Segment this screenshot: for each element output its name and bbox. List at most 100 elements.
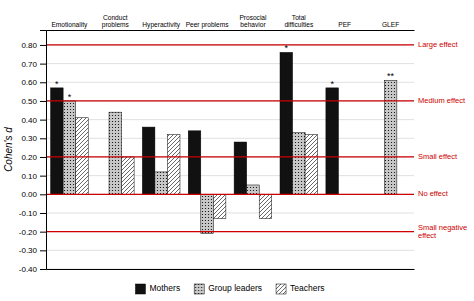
x-tick-label: Totaldifficulties: [284, 14, 313, 28]
y-tick: 0.50: [21, 97, 46, 106]
y-tick: -0.30: [19, 246, 46, 255]
bar: [167, 135, 180, 195]
grid-line: [46, 194, 414, 195]
bar: [213, 194, 226, 218]
annotation: *: [55, 79, 59, 89]
y-tick: -0.10: [19, 209, 46, 218]
y-tick-label: -0.40: [19, 265, 38, 274]
x-axis-bottom: [47, 269, 415, 270]
bar: [280, 52, 293, 194]
y-tick: 0.00: [21, 190, 46, 199]
x-tick-label: PEF: [338, 21, 351, 28]
y-tick-mark: [40, 176, 46, 177]
x-tick: Emotionality: [51, 21, 88, 29]
reference-label: Medium effect: [418, 96, 466, 105]
legend-label: Mothers: [149, 283, 180, 293]
legend-label: Teachers: [290, 283, 325, 293]
y-tick-mark: [40, 250, 46, 251]
y-tick-mark: [40, 45, 46, 46]
grid-line: [46, 269, 414, 270]
y-tick: -0.40: [19, 265, 46, 274]
legend-item: Mothers: [135, 283, 180, 294]
bar: [142, 127, 155, 194]
x-tick-label: Conductproblems: [102, 14, 130, 29]
y-tick-mark: [40, 194, 46, 195]
y-tick: 0.10: [21, 172, 46, 181]
reference-line: [46, 194, 414, 195]
bar: [109, 112, 122, 194]
y-tick: 0.40: [21, 116, 46, 125]
reference-line: [46, 231, 414, 232]
reference-line: [46, 44, 414, 45]
y-tick-mark: [40, 64, 46, 65]
reference-label: No effect: [418, 189, 449, 198]
y-tick-label: 0.20: [21, 153, 37, 162]
x-tick: Conductproblems: [102, 14, 130, 29]
bar: [234, 142, 247, 194]
x-tick-label: Emotionality: [51, 21, 88, 29]
grid-line: [46, 100, 414, 101]
y-tick-label: -0.10: [19, 209, 38, 218]
bar: [293, 133, 306, 195]
grid-line: [46, 138, 414, 139]
x-tick-label: Prosocialbehavior: [239, 14, 267, 28]
x-axis: Emotionality Conductproblems Hyperactivity…: [47, 14, 415, 31]
legend-swatch: [276, 284, 286, 294]
y-tick: 0.30: [21, 134, 46, 143]
y-tick: 0.70: [21, 60, 46, 69]
y-tick-label: 0.10: [21, 172, 37, 181]
reference-line: [46, 100, 414, 101]
y-axis-title: Cohen's d: [3, 127, 14, 172]
x-tick: Totaldifficulties: [284, 14, 313, 28]
x-tick: PEF: [338, 21, 351, 28]
bar: [201, 194, 214, 233]
x-axis-line: [47, 269, 415, 270]
y-tick-label: -0.20: [19, 228, 38, 237]
y-axis-line: [40, 31, 47, 270]
y-tick-mark: [40, 232, 46, 233]
legend-item: Teachers: [276, 283, 325, 294]
y-tick-label: 0.30: [21, 134, 37, 143]
y-tick-label: 0.60: [21, 78, 37, 87]
grid-line: [46, 231, 414, 232]
y-tick-label: 0.00: [21, 190, 37, 199]
y-tick: 0.20: [21, 153, 46, 162]
bar: [155, 172, 168, 194]
x-tick: Peer problems: [186, 21, 229, 29]
annotation: **: [387, 71, 395, 81]
y-axis: -0.40 -0.30 -0.20 -0.10 0.00 0.10 0.20 0.30 0.40…: [19, 31, 47, 275]
y-tick-label: -0.30: [19, 246, 38, 255]
annotation: *: [68, 92, 72, 102]
chart: -0.40 -0.30 -0.20 -0.10 0.00 0.10 0.20 0.30 0.40…: [0, 0, 474, 301]
y-tick: 0.60: [21, 78, 46, 87]
grid-line: [46, 44, 414, 45]
reference-label: Small effect: [418, 152, 458, 161]
grid-line: [46, 119, 414, 120]
bar: [188, 131, 201, 194]
x-tick-label: Hyperactivity: [142, 21, 180, 29]
y-tick-mark: [40, 213, 46, 214]
grid-line: [46, 63, 414, 64]
grid-line: [46, 156, 414, 157]
bar: [122, 157, 135, 194]
reference-line: [46, 156, 414, 157]
y-tick-label: 0.40: [21, 116, 37, 125]
legend: Mothers Group leaders Teachers: [135, 283, 324, 294]
y-tick-label: 0.50: [21, 97, 37, 106]
legend-item: Group leaders: [194, 283, 262, 294]
bar: [51, 88, 64, 194]
y-tick: -0.20: [19, 228, 46, 237]
y-tick-label: 0.80: [21, 41, 37, 50]
annotation: *: [330, 79, 334, 89]
bar-series: [76, 118, 318, 219]
bar: [305, 135, 318, 195]
bar: [326, 88, 339, 194]
grid: [46, 45, 414, 269]
bar: [259, 194, 272, 218]
plot-area: [46, 45, 414, 234]
bar-series: [51, 52, 339, 194]
legend-label: Group leaders: [208, 283, 262, 293]
y-tick-label: 0.70: [21, 60, 37, 69]
x-tick: GLEF: [382, 21, 399, 28]
legend-swatch: [194, 284, 204, 294]
